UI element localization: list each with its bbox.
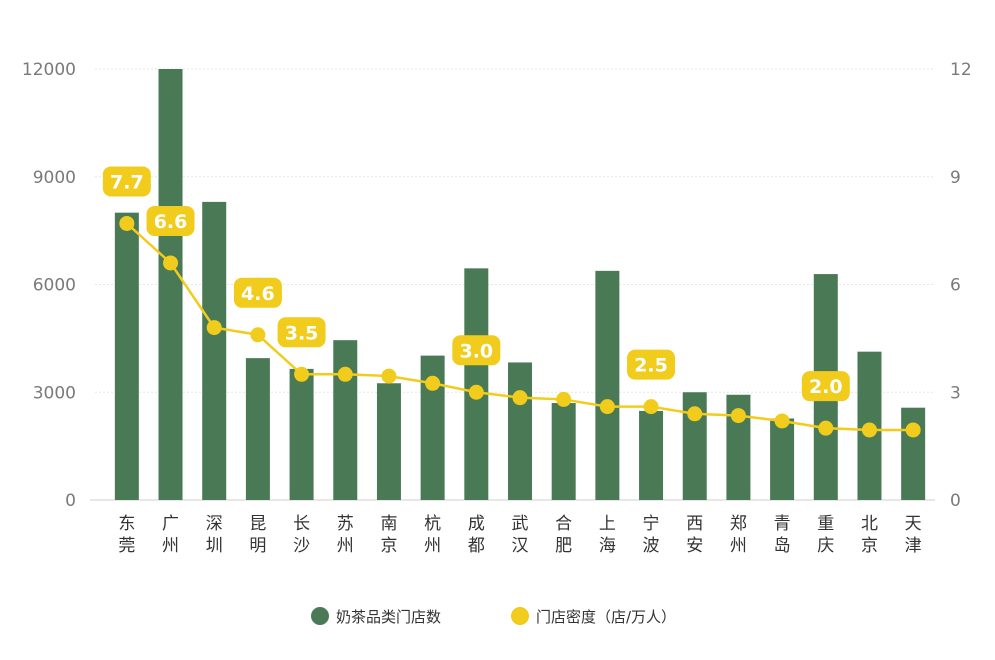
data-label-box — [277, 317, 326, 348]
data-label-box — [801, 371, 850, 402]
density-point — [730, 408, 746, 424]
density-point — [687, 406, 703, 422]
density-point — [119, 215, 135, 231]
density-point — [818, 420, 834, 436]
x-tick-label: 成都 — [468, 514, 485, 556]
bar — [158, 69, 183, 500]
bar — [770, 418, 795, 500]
y-right-tick-label: 3 — [950, 383, 961, 403]
y-right-tick-label: 0 — [950, 491, 961, 511]
bar — [551, 403, 576, 500]
density-point — [381, 368, 397, 384]
bar — [508, 362, 532, 500]
bar — [901, 407, 926, 500]
y-left-tick-label: 6000 — [33, 276, 76, 296]
x-tick-label: 深圳 — [206, 514, 223, 556]
x-tick-label: 北京 — [861, 514, 878, 556]
x-tick-label: 天津 — [905, 514, 922, 556]
data-label: 4.6 — [241, 283, 275, 305]
data-label-box — [146, 205, 195, 236]
y-left-tick-label: 9000 — [33, 168, 76, 188]
density-point — [643, 399, 659, 415]
density-point — [556, 391, 572, 407]
density-point — [774, 413, 790, 429]
x-tick-label: 武汉 — [512, 514, 529, 556]
bar — [202, 201, 227, 500]
data-label-box — [452, 335, 501, 366]
legend-label-line: 门店密度（店/万人） — [536, 608, 676, 626]
data-label: 6.6 — [154, 211, 188, 233]
data-label-box — [102, 166, 151, 197]
density-point — [512, 390, 528, 406]
bar — [114, 212, 139, 500]
x-tick-label: 东莞 — [118, 514, 135, 556]
x-tick-label: 昆明 — [249, 514, 266, 556]
data-label: 7.7 — [110, 171, 144, 193]
density-point — [250, 327, 266, 343]
x-tick-label: 杭州 — [424, 514, 441, 556]
density-point — [337, 366, 353, 382]
data-label-box — [233, 277, 282, 308]
bar — [245, 358, 270, 500]
y-right-tick-label: 9 — [950, 168, 961, 188]
density-point — [294, 366, 310, 382]
x-tick-label: 宁波 — [643, 514, 660, 556]
density-point — [206, 320, 222, 336]
y-right-tick-label: 12 — [950, 60, 972, 80]
bar — [333, 340, 358, 500]
legend-label-bars: 奶茶品类门店数 — [336, 608, 441, 626]
data-label: 2.0 — [809, 376, 843, 398]
x-tick-label: 郑州 — [730, 514, 747, 556]
x-tick-label: 苏州 — [337, 514, 354, 556]
legend-marker-bars — [311, 607, 329, 625]
density-point — [468, 384, 484, 400]
x-tick-label: 重庆 — [817, 514, 834, 556]
bar — [376, 383, 401, 500]
data-label: 2.5 — [634, 355, 668, 377]
data-label: 3.5 — [285, 322, 319, 344]
y-left-tick-label: 12000 — [22, 60, 76, 80]
x-tick-label: 广州 — [162, 514, 179, 556]
bar — [289, 368, 314, 500]
legend-marker-line — [511, 607, 529, 625]
data-label: 3.0 — [459, 340, 493, 362]
data-label-box — [627, 349, 676, 380]
density-point — [599, 399, 615, 415]
density-point — [861, 422, 877, 438]
x-tick-label: 上海 — [599, 514, 616, 556]
x-tick-label: 合肥 — [555, 514, 572, 556]
bar — [595, 270, 620, 500]
x-tick-label: 长沙 — [293, 514, 310, 556]
density-point — [905, 422, 921, 438]
x-tick-label: 青岛 — [774, 514, 791, 556]
x-tick-label: 南京 — [380, 514, 397, 556]
density-point — [425, 375, 441, 391]
y-right-tick-label: 6 — [950, 276, 961, 296]
y-left-tick-label: 3000 — [33, 383, 76, 403]
density-point — [163, 255, 179, 271]
bar — [639, 410, 664, 500]
x-tick-label: 西安 — [686, 514, 703, 556]
bar — [464, 268, 489, 500]
y-left-tick-label: 0 — [65, 491, 76, 511]
